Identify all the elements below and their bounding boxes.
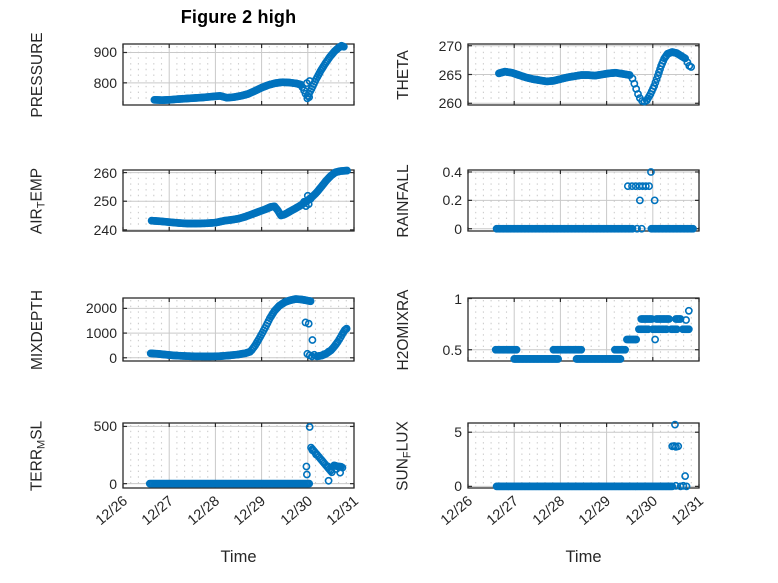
minor-grid [475, 425, 692, 486]
data-markers [145, 423, 347, 488]
y-tick-label: 2000 [85, 300, 117, 317]
x-tick-label: 12/29 [576, 493, 615, 529]
y-tick-label: 5 [454, 424, 462, 441]
minor-grid [130, 172, 347, 229]
figure-title: Figure 2 high [180, 7, 297, 27]
data-markers [495, 48, 696, 106]
y-tick-label: 250 [93, 193, 117, 210]
y-tick-label: 500 [93, 418, 117, 435]
x-axis-label-right: Time [565, 548, 602, 566]
y-tick-label: 260 [438, 95, 462, 112]
x-tick-label: 12/30 [622, 493, 661, 529]
y-tick-label: 0 [454, 478, 462, 495]
subplot-sun_flux [467, 420, 700, 491]
data-markers [491, 306, 693, 363]
y-axis-label-air_temp: AIRTEMP [28, 167, 48, 234]
y-axis-label-pressure: PRESSURE [29, 31, 46, 118]
axes-box [467, 43, 700, 106]
x-tick-label: 12/27 [483, 493, 522, 529]
y-axis-label-terr_msl: TERRMSL [28, 420, 48, 491]
data-markers [492, 168, 697, 233]
y-axis-label-sun_flux: SUNFLUX [394, 420, 414, 491]
x-tick-label: 12/30 [277, 493, 316, 529]
data-markers [492, 420, 691, 491]
subplot-rainfall [467, 168, 700, 233]
axes-box [122, 169, 355, 232]
y-axis-label-theta: THETA [395, 49, 412, 100]
x-tick-label: 12/27 [138, 493, 177, 529]
y-tick-label: 270 [438, 37, 462, 54]
subplot-mixdepth [122, 295, 355, 362]
subplot-pressure [122, 41, 355, 106]
y-tick-label: 265 [438, 66, 462, 83]
y-tick-label: 0 [109, 475, 117, 492]
y-tick-label: 240 [93, 221, 117, 238]
y-axis-label-mixdepth: MIXDEPTH [29, 289, 46, 370]
major-grid [467, 423, 700, 488]
y-tick-label: 260 [93, 164, 117, 181]
x-tick-label: 12/31 [323, 493, 362, 529]
subplot-h2omixra [467, 297, 700, 363]
y-tick-label: 0.2 [442, 192, 462, 209]
y-axis-label-rainfall: RAINFALL [395, 163, 412, 238]
y-tick-label: 900 [93, 44, 117, 61]
y-tick-label: 1 [454, 290, 462, 307]
major-grid [467, 170, 700, 231]
subplot-terr_msl [122, 422, 355, 489]
subplot-air_temp [122, 166, 355, 232]
y-tick-label: 0.4 [442, 163, 462, 180]
y-axis-label-h2omixra: H2OMIXRA [395, 289, 412, 370]
axes-box [122, 43, 355, 106]
x-tick-label: 12/31 [668, 493, 707, 529]
y-tick-label: 1000 [85, 325, 117, 342]
axes-box [467, 422, 700, 489]
y-tick-label: 0.5 [442, 341, 462, 358]
subplot-theta [467, 43, 700, 106]
x-tick-label: 12/26 [92, 493, 131, 529]
x-tick-label: 12/28 [529, 493, 569, 529]
data-markers [150, 41, 348, 105]
x-tick-label: 12/29 [231, 493, 270, 529]
data-markers [147, 166, 351, 228]
y-tick-label: 800 [93, 74, 117, 91]
y-tick-label: 0 [454, 220, 462, 237]
minor-grid [130, 46, 347, 103]
x-tick-label: 12/28 [184, 493, 224, 529]
data-markers [146, 295, 351, 361]
x-tick-label: 12/26 [437, 493, 476, 529]
y-tick-label: 0 [109, 349, 117, 366]
x-axis-label-left: Time [220, 548, 257, 566]
